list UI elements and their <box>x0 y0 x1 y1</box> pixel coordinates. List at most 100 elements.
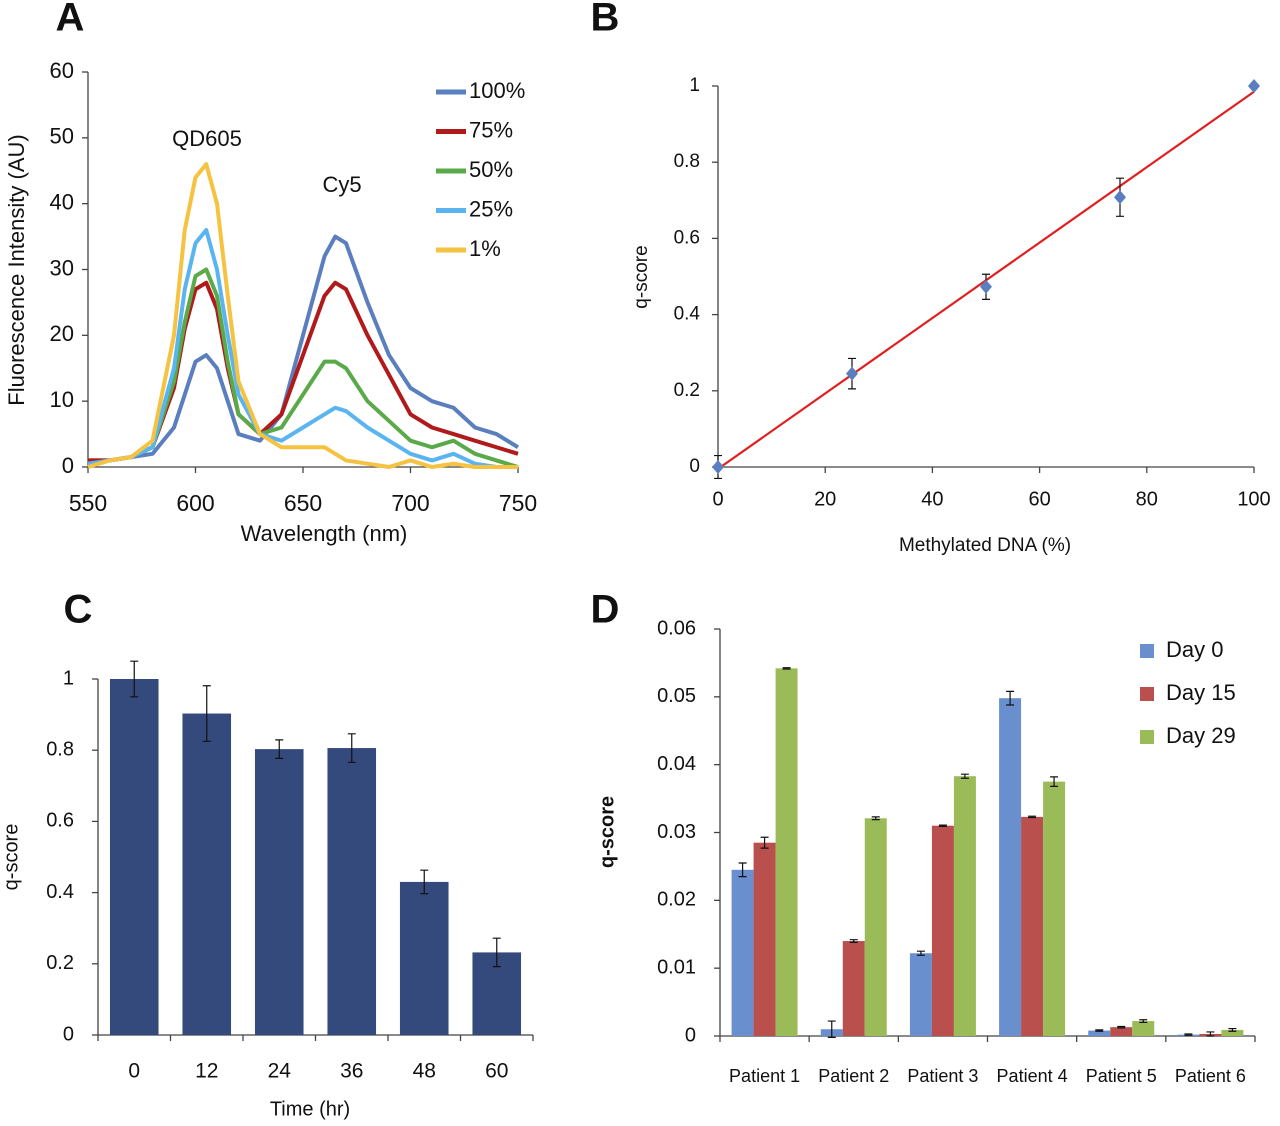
y-tick-label: 0.6 <box>674 227 700 248</box>
x-tick-label: Patient 2 <box>818 1066 889 1086</box>
bar <box>254 749 304 1035</box>
x-tick-label: Patient 3 <box>907 1066 978 1086</box>
x-tick-label: 650 <box>284 490 322 516</box>
x-tick-label: 600 <box>176 490 214 516</box>
x-tick-label: 0 <box>128 1060 140 1083</box>
bar <box>327 748 377 1035</box>
legend-label: Day 0 <box>1166 637 1223 662</box>
error-bar <box>130 660 139 698</box>
bar <box>1021 816 1044 1036</box>
x-axis-label: Time (hr) <box>270 1098 350 1120</box>
error-bar <box>1028 815 1037 819</box>
panel-letter: C <box>64 588 93 632</box>
bar <box>1043 781 1066 1036</box>
y-axis-label: q-score <box>0 824 22 891</box>
y-axis-label: Fluorescence Intensity (AU) <box>4 134 29 405</box>
series-line <box>87 267 519 469</box>
x-tick-label: Patient 4 <box>997 1066 1068 1086</box>
legend-swatch <box>1140 687 1154 701</box>
x-tick-label: 0 <box>712 488 723 510</box>
y-tick-label: 0.02 <box>657 889 696 911</box>
series-line <box>88 280 519 463</box>
y-tick-label: 0.2 <box>674 380 700 401</box>
bar <box>775 668 798 1036</box>
x-axis-label: Wavelength (nm) <box>241 521 408 546</box>
panel-letter: A <box>56 0 85 40</box>
point <box>846 366 858 381</box>
y-tick-label: 50 <box>50 124 74 149</box>
bar <box>931 825 954 1036</box>
error-bar <box>202 685 211 742</box>
legend-label: Day 15 <box>1166 680 1236 705</box>
point <box>980 279 992 294</box>
x-axis-label: Methylated DNA (%) <box>899 535 1071 556</box>
x-tick-label: 40 <box>921 488 943 510</box>
error-bar <box>492 937 501 968</box>
error-bar <box>275 739 284 759</box>
bar <box>731 869 754 1036</box>
panel: Dq-score 0 0.01 0.02 0.03 0.04 0.05 0.06 Patient… <box>591 588 1256 1086</box>
x-tick-label: 80 <box>1136 488 1158 510</box>
legend-label: Day 29 <box>1166 723 1236 748</box>
y-tick-label: 0.6 <box>46 810 74 832</box>
y-tick-label: 0.8 <box>674 151 700 172</box>
error-bar <box>1139 1019 1148 1024</box>
error-bar <box>760 836 769 849</box>
y-tick-label: 0.05 <box>657 685 696 707</box>
error-bar <box>1006 690 1015 706</box>
panel: A Fluorescence Intensity (AU) Wavelength (… <box>4 0 537 546</box>
y-axis-label: q-score <box>596 796 618 868</box>
bar <box>109 679 159 1035</box>
x-tick-label: 700 <box>391 490 429 516</box>
x-tick-label: 750 <box>499 490 537 516</box>
error-bar <box>1228 1027 1237 1032</box>
y-tick-label: 30 <box>50 255 74 280</box>
bar <box>864 818 887 1036</box>
x-tick-label: 20 <box>814 488 836 510</box>
panel: Bq-score Methylated DNA (%) 0 0.2 0.4 0.6 0.8 1… <box>591 0 1271 556</box>
bar <box>1221 1029 1244 1036</box>
error-bar <box>738 862 747 878</box>
x-tick-label: Patient 1 <box>729 1066 800 1086</box>
y-tick-label: 0.8 <box>46 738 74 760</box>
error-bar <box>960 773 969 779</box>
x-tick-label: 550 <box>69 490 107 516</box>
annotation: Cy5 <box>322 172 361 197</box>
error-bar <box>420 869 429 895</box>
error-bar <box>1206 1031 1215 1037</box>
bar <box>999 698 1022 1036</box>
y-tick-label: 1 <box>689 75 700 96</box>
y-tick-label: 0.2 <box>46 952 74 974</box>
error-bar <box>938 824 947 827</box>
y-tick-label: 0 <box>62 453 74 478</box>
series-line <box>87 228 518 469</box>
point <box>1248 79 1260 93</box>
legend-swatch <box>1140 644 1154 658</box>
y-tick-label: 10 <box>50 387 74 412</box>
error-bar <box>849 939 858 943</box>
error-bar <box>1050 776 1059 787</box>
y-tick-label: 1 <box>63 667 74 689</box>
panel: Cq-score Time (hr) 0 0.2 0.4 0.6 0.8 1 0 12 24 36 48… <box>0 588 534 1120</box>
x-tick-label: 24 <box>268 1060 292 1083</box>
point <box>712 460 724 474</box>
error-bar <box>871 816 880 821</box>
error-bar <box>827 1020 836 1038</box>
y-tick-label: 60 <box>50 58 74 83</box>
error-bar <box>916 950 925 956</box>
legend-label: 100% <box>469 78 525 103</box>
error-bar <box>782 667 791 670</box>
y-tick-label: 0 <box>63 1023 74 1045</box>
bar <box>909 953 932 1036</box>
bar <box>1088 1030 1111 1036</box>
error-bar <box>1095 1029 1104 1032</box>
annotation: QD605 <box>172 126 242 151</box>
legend-label: 75% <box>469 117 513 142</box>
y-tick-label: 20 <box>50 321 74 346</box>
y-tick-label: 0.04 <box>657 753 696 775</box>
y-tick-label: 0.01 <box>657 956 696 978</box>
bar <box>399 881 449 1035</box>
x-tick-label: 60 <box>1028 488 1050 510</box>
series-line <box>87 162 518 469</box>
